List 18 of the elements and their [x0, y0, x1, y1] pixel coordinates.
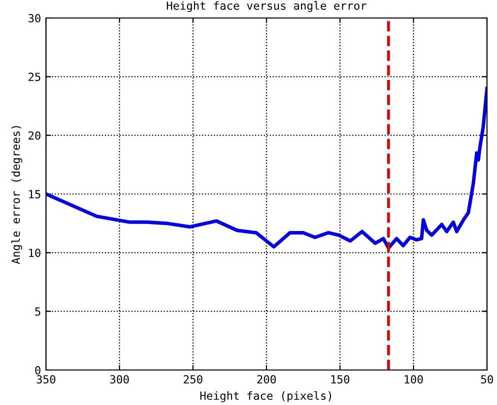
y-tick-label: 10	[29, 248, 40, 258]
x-tick-label: 300	[110, 375, 129, 384]
x-tick-label: 250	[184, 375, 202, 384]
y-tick-label: 25	[28, 72, 40, 82]
x-tick-label: 150	[331, 375, 350, 384]
line-series	[46, 86, 487, 250]
x-tick-label: 50	[481, 375, 493, 384]
x-tick-label: 350	[36, 375, 56, 384]
y-tick-label: 0	[35, 366, 40, 374]
x-tick-label: 200	[257, 375, 276, 384]
chart-title: Height face versus angle error	[166, 1, 366, 12]
y-tick-label: 15	[29, 190, 40, 198]
y-axis-title: Angle error (degrees)	[11, 126, 22, 264]
x-tick-label: 100	[404, 375, 423, 384]
y-tick-label: 20	[28, 131, 40, 140]
y-tick-label: 5	[35, 307, 40, 316]
x-axis-title: Height face (pixels)	[200, 391, 332, 402]
y-tick-label: 30	[28, 14, 40, 22]
